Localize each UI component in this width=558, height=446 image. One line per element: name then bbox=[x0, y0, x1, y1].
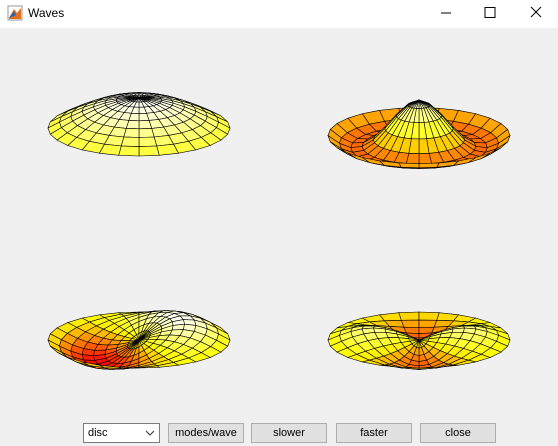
mesh-face bbox=[81, 354, 95, 361]
mesh-face bbox=[400, 319, 420, 328]
window-title: Waves bbox=[28, 6, 65, 20]
mesh-face bbox=[138, 365, 161, 369]
surface-plots bbox=[47, 92, 511, 370]
mesh-face bbox=[398, 367, 420, 370]
app-icon bbox=[7, 5, 23, 21]
mesh-face bbox=[373, 327, 387, 333]
close-window-button[interactable] bbox=[530, 6, 542, 18]
surface bbox=[327, 99, 511, 169]
mesh-face bbox=[118, 145, 140, 157]
button[interactable]: modes/wave bbox=[168, 423, 244, 443]
button[interactable]: close bbox=[420, 423, 496, 443]
mesh-face bbox=[125, 120, 140, 130]
mesh-face bbox=[418, 153, 433, 165]
mesh-face bbox=[123, 128, 140, 138]
mesh-face bbox=[451, 327, 465, 333]
surface bbox=[327, 311, 511, 370]
mesh-face bbox=[138, 128, 155, 138]
mesh-face bbox=[418, 319, 438, 328]
mesh-face bbox=[138, 120, 153, 130]
mesh-face bbox=[405, 153, 420, 165]
mesh-face bbox=[418, 311, 440, 321]
mesh-face bbox=[398, 311, 420, 321]
mesh-face bbox=[398, 162, 420, 169]
mode-dropdown[interactable]: disc bbox=[83, 423, 160, 443]
surface bbox=[47, 310, 231, 370]
dropdown-arrow bbox=[145, 430, 155, 436]
surface bbox=[47, 92, 231, 157]
button[interactable]: slower bbox=[251, 423, 327, 443]
maximize-button[interactable] bbox=[484, 7, 496, 18]
mesh-face bbox=[120, 136, 140, 147]
title-bar-graphics bbox=[7, 5, 542, 21]
title-bar: Waves bbox=[0, 0, 558, 28]
dropdown-value: disc bbox=[88, 427, 108, 439]
mesh-face bbox=[171, 323, 185, 331]
button[interactable]: faster bbox=[336, 423, 412, 443]
mesh-face bbox=[138, 145, 160, 157]
mesh-face bbox=[138, 136, 158, 147]
mesh-face bbox=[418, 162, 440, 169]
